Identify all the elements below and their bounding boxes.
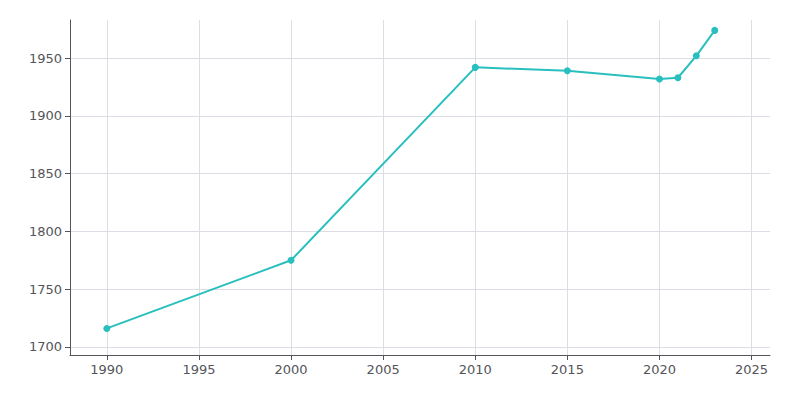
svg-text:1950: 1950 bbox=[29, 51, 62, 66]
svg-text:1900: 1900 bbox=[29, 108, 62, 123]
svg-text:1800: 1800 bbox=[29, 224, 62, 239]
svg-text:2025: 2025 bbox=[735, 362, 768, 377]
svg-text:2010: 2010 bbox=[459, 362, 492, 377]
svg-text:1995: 1995 bbox=[182, 362, 215, 377]
svg-text:2015: 2015 bbox=[551, 362, 584, 377]
svg-text:2020: 2020 bbox=[643, 362, 676, 377]
svg-text:1990: 1990 bbox=[90, 362, 123, 377]
svg-text:2005: 2005 bbox=[367, 362, 400, 377]
svg-text:1700: 1700 bbox=[29, 339, 62, 354]
svg-text:1850: 1850 bbox=[29, 166, 62, 181]
svg-text:2000: 2000 bbox=[275, 362, 308, 377]
svg-text:1750: 1750 bbox=[29, 282, 62, 297]
